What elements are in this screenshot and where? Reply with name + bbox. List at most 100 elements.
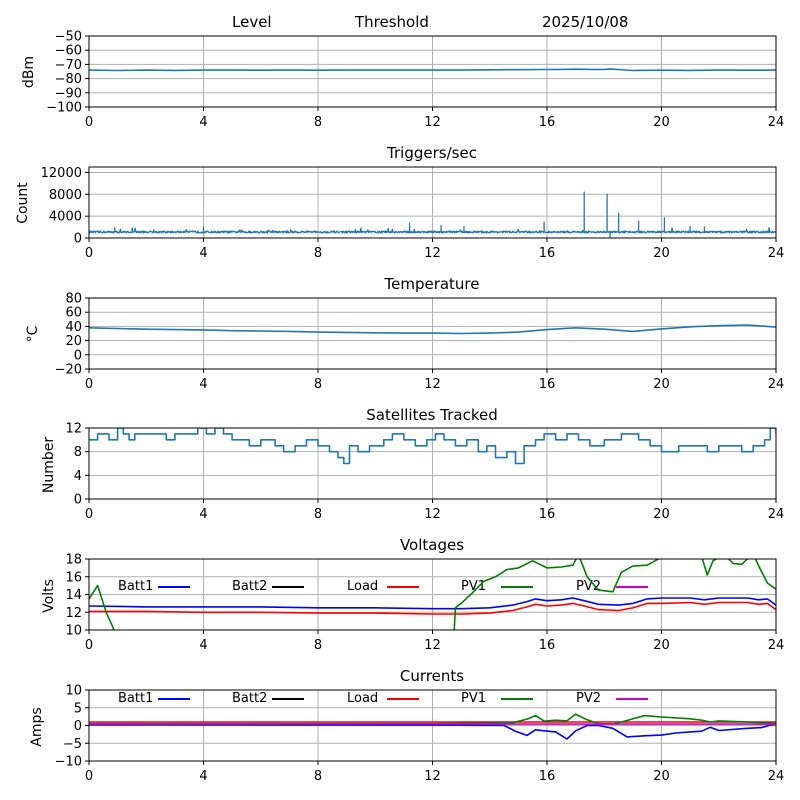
satellites-ytick-label: 8 — [74, 445, 82, 460]
triggers-xtick-label: 4 — [199, 246, 207, 261]
currents-series-group — [89, 713, 776, 740]
voltages-legend-batt1: Batt1 — [118, 579, 153, 594]
level-ytick-label: −70 — [55, 58, 82, 73]
level-ytick-label: −100 — [46, 101, 82, 116]
level-xtick-label: 20 — [653, 115, 670, 130]
temperature-xtick-label: 20 — [653, 377, 670, 392]
currents-ytick-label: −5 — [63, 737, 82, 752]
satellites-panel: 0 4 8 12 16 20 24 0 4 8 12 — [65, 422, 784, 523]
level-series-group — [89, 68, 776, 72]
temperature-xtick-label: 8 — [314, 377, 322, 392]
currents-ytick-label: 5 — [74, 701, 82, 716]
triggers-xtick-label: 0 — [85, 246, 93, 261]
currents-series-batt1 — [89, 723, 776, 740]
triggers-xtick-label: 16 — [539, 246, 556, 261]
currents-legend-pv1: PV1 — [461, 691, 486, 706]
voltages-panel: 0 4 8 12 16 20 24 10 12 14 16 18 — [65, 553, 784, 654]
satellites-xtick-label: 12 — [424, 507, 441, 522]
triggers-ytick-label: 8000 — [49, 188, 82, 203]
currents-legend-batt2: Batt2 — [232, 691, 267, 706]
voltages-xtick-label: 0 — [85, 638, 93, 653]
satellites-xtick-label: 24 — [768, 507, 785, 522]
level-xtick-label: 8 — [314, 115, 322, 130]
currents-legend-load: Load — [347, 691, 378, 706]
voltages-series-load — [89, 601, 776, 615]
currents-ylabel: Amps — [29, 707, 45, 746]
temperature-ylabel: °C — [25, 325, 41, 342]
level-xtick-label: 12 — [424, 115, 441, 130]
voltages-ytick-label: 10 — [65, 624, 82, 639]
satellites-ytick-label: 4 — [74, 469, 82, 484]
voltages-xtick-label: 12 — [424, 638, 441, 653]
voltages-xtick-label: 24 — [768, 638, 785, 653]
level-xtick-label: 4 — [199, 115, 207, 130]
voltages-ytick-label: 14 — [65, 588, 82, 603]
voltages-xtick-label: 8 — [314, 638, 322, 653]
voltages-series-group — [89, 559, 776, 630]
satellites-xtick-label: 16 — [539, 507, 556, 522]
triggers-xtick-label: 12 — [424, 246, 441, 261]
currents-panel: 0 4 8 12 16 20 24 −10 −5 0 5 10 — [55, 684, 785, 785]
triggers-xtick-label: 20 — [653, 246, 670, 261]
level-title: Level — [232, 13, 272, 31]
level-ylabel: dBm — [21, 56, 37, 88]
currents-xtick-label: 0 — [85, 769, 93, 784]
currents-ytick-label: 0 — [74, 719, 82, 734]
voltages-legend: Batt1 Batt2 Load PV1 PV2 — [118, 579, 648, 594]
voltages-legend-batt2: Batt2 — [232, 579, 267, 594]
currents-ytick-label: 10 — [65, 684, 82, 699]
temperature-ytick-label: 40 — [65, 320, 82, 335]
temperature-ytick-label: 80 — [65, 292, 82, 307]
level-xtick-label: 24 — [768, 115, 785, 130]
voltages-legend-pv1: PV1 — [461, 579, 486, 594]
threshold-title: Threshold — [354, 13, 429, 31]
triggers-series-group — [89, 191, 776, 238]
voltages-xtick-label: 20 — [653, 638, 670, 653]
triggers-ytick-label: 4000 — [49, 210, 82, 225]
voltages-legend-load: Load — [347, 579, 378, 594]
triggers-series-triggers — [89, 191, 776, 238]
temperature-xtick-label: 16 — [539, 377, 556, 392]
currents-legend: Batt1 Batt2 Load PV1 PV2 — [118, 691, 648, 706]
temperature-xtick-label: 4 — [199, 377, 207, 392]
voltages-title: Voltages — [400, 536, 464, 554]
level-ytick-label: −50 — [55, 30, 82, 45]
triggers-ytick-label: 0 — [74, 232, 82, 247]
triggers-xtick-label: 24 — [768, 246, 785, 261]
level-xtick-label: 16 — [539, 115, 556, 130]
temperature-ytick-label: 20 — [65, 334, 82, 349]
currents-xtick-label: 8 — [314, 769, 322, 784]
satellites-xtick-label: 0 — [85, 507, 93, 522]
voltages-ytick-label: 18 — [65, 553, 82, 568]
temperature-series-group — [89, 324, 776, 335]
satellites-xtick-label: 4 — [199, 507, 207, 522]
currents-xtick-label: 4 — [199, 769, 207, 784]
level-xtick-label: 0 — [85, 115, 93, 130]
triggers-panel: 0 4 8 12 16 20 24 0 4000 8000 12000 — [41, 166, 785, 261]
voltages-series-batt1 — [89, 597, 776, 610]
satellites-series-group — [89, 428, 776, 465]
satellites-title: Satellites Tracked — [366, 406, 497, 424]
currents-legend-batt1: Batt1 — [118, 691, 153, 706]
voltages-xtick-label: 16 — [539, 638, 556, 653]
voltages-ytick-label: 12 — [65, 606, 82, 621]
voltages-legend-pv2: PV2 — [576, 579, 601, 594]
currents-legend-pv2: PV2 — [576, 691, 601, 706]
temperature-xtick-label: 24 — [768, 377, 785, 392]
currents-ytick-label: −10 — [55, 755, 82, 770]
currents-xtick-label: 24 — [768, 769, 785, 784]
level-panel: 0 4 8 12 16 20 24 −100−90−80−70−60−50 — [46, 30, 784, 131]
currents-xtick-label: 20 — [653, 769, 670, 784]
temperature-series-temperature — [89, 324, 776, 335]
level-ytick-label: −90 — [55, 86, 82, 101]
date-title: 2025/10/08 — [542, 13, 628, 31]
temperature-xtick-label: 0 — [85, 377, 93, 392]
satellites-xtick-label: 8 — [314, 507, 322, 522]
temperature-ytick-label: 60 — [65, 306, 82, 321]
satellites-ytick-label: 12 — [65, 422, 82, 437]
satellites-xtick-label: 20 — [653, 507, 670, 522]
satellites-series-satellites — [89, 428, 776, 465]
triggers-ytick-label: 12000 — [41, 166, 82, 181]
temperature-ytick-label: −20 — [55, 363, 82, 378]
